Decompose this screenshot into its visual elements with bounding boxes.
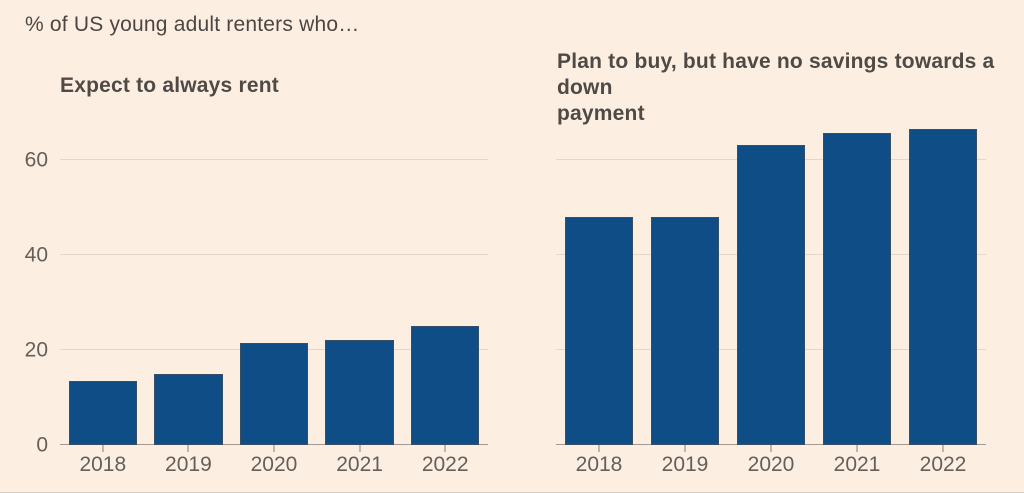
x-axis-tick-2021 xyxy=(359,445,361,452)
bar-chart-expect-to-always-rent: 2018 2019 2020 2021 2022 xyxy=(60,112,488,476)
gridline-60 xyxy=(60,158,488,160)
x-axis-tick-2019 xyxy=(684,445,686,452)
bar-2020 xyxy=(736,145,806,445)
bar-2022 xyxy=(410,326,480,445)
y-axis-label-60: 60 xyxy=(24,148,48,172)
y-axis-label-40: 40 xyxy=(24,243,48,267)
x-axis-label-2019: 2019 xyxy=(165,453,212,476)
x-axis-label-2022: 2022 xyxy=(421,453,469,476)
y-axis-labels: 0 20 40 60 xyxy=(0,112,48,455)
page-title: % of US young adult renters who… xyxy=(25,13,360,36)
bar-2021 xyxy=(325,340,394,445)
panel-title-plan-to-buy: Plan to buy, but have no savings towards… xyxy=(557,49,1024,127)
x-axis-tick-2020 xyxy=(770,445,772,452)
x-axis-label-2021: 2021 xyxy=(833,453,881,476)
bar-2022 xyxy=(908,128,978,445)
x-axis-tick-2022 xyxy=(942,445,944,452)
bar-2018 xyxy=(564,216,634,445)
x-axis-tick-2018 xyxy=(102,445,104,452)
gridline-40 xyxy=(60,253,488,255)
panel-title-line-2: payment xyxy=(557,102,645,125)
x-axis-label-2019: 2019 xyxy=(661,453,709,476)
y-axis-label-20: 20 xyxy=(24,338,48,362)
bar-chart-plan-to-buy: 2018 2019 2020 2021 2022 xyxy=(556,112,986,476)
x-axis-tick-2021 xyxy=(856,445,858,452)
x-axis-label-2022: 2022 xyxy=(919,453,967,476)
x-axis-label-2018: 2018 xyxy=(575,453,623,476)
bar-2019 xyxy=(650,216,720,445)
x-axis-label-2020: 2020 xyxy=(747,453,795,476)
panel-title-line-1: Plan to buy, but have no savings towards… xyxy=(557,50,995,99)
x-axis-label-2018: 2018 xyxy=(79,453,127,476)
x-axis-tick-2018 xyxy=(598,445,600,452)
x-axis-label-2021: 2021 xyxy=(336,453,383,476)
bar-2019 xyxy=(154,373,223,445)
y-axis-label-0: 0 xyxy=(36,433,48,457)
bar-2018 xyxy=(68,380,138,445)
x-axis-tick-2022 xyxy=(444,445,446,452)
x-axis-tick-2019 xyxy=(187,445,189,452)
x-axis-label-2020: 2020 xyxy=(250,453,298,476)
x-axis-tick-2020 xyxy=(273,445,275,452)
bar-2020 xyxy=(239,342,309,445)
panel-title-expect-to-always-rent: Expect to always rent xyxy=(60,74,279,97)
bar-2021 xyxy=(822,133,892,445)
